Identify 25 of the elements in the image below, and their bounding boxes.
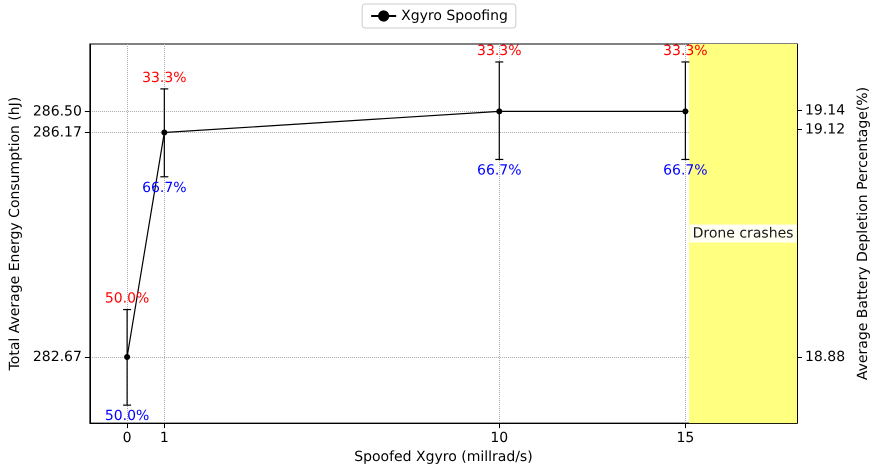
annotation: 33.3%: [142, 70, 187, 86]
annotation: 33.3%: [663, 42, 708, 59]
annotation: 50.0%: [104, 408, 150, 424]
x-tick-label: 15: [676, 430, 694, 446]
y-tick-label: 286.50: [32, 103, 82, 120]
y2-tick-label: 19.12: [805, 121, 846, 138]
x-axis-title: Spoofed Xgyro (millrad/s): [354, 449, 533, 465]
annotation: 66.7%: [477, 162, 522, 178]
y-axis-title: Total Average Energy Consumption (hJ): [7, 96, 23, 372]
annotation: 66.7%: [663, 162, 708, 178]
legend-label: Xgyro Spoofing: [401, 8, 508, 24]
y2-tick-label: 19.14: [805, 102, 846, 118]
point: [682, 108, 688, 114]
annotation: 33.3%: [477, 42, 522, 59]
x-tick-label: 10: [490, 430, 508, 446]
y2-axis-title: Average Battery Depletion Percentage(%): [855, 86, 871, 380]
y-tick-label: 282.67: [32, 349, 82, 366]
y-tick-label: 286.17: [32, 124, 82, 141]
y2-tick-label: 18.88: [805, 348, 846, 365]
point: [496, 108, 502, 114]
band-label: Drone crashes: [692, 226, 794, 242]
x-tick-label: 0: [122, 430, 132, 446]
x-tick-label: 1: [160, 430, 169, 446]
point: [124, 354, 130, 360]
point: [161, 130, 168, 136]
